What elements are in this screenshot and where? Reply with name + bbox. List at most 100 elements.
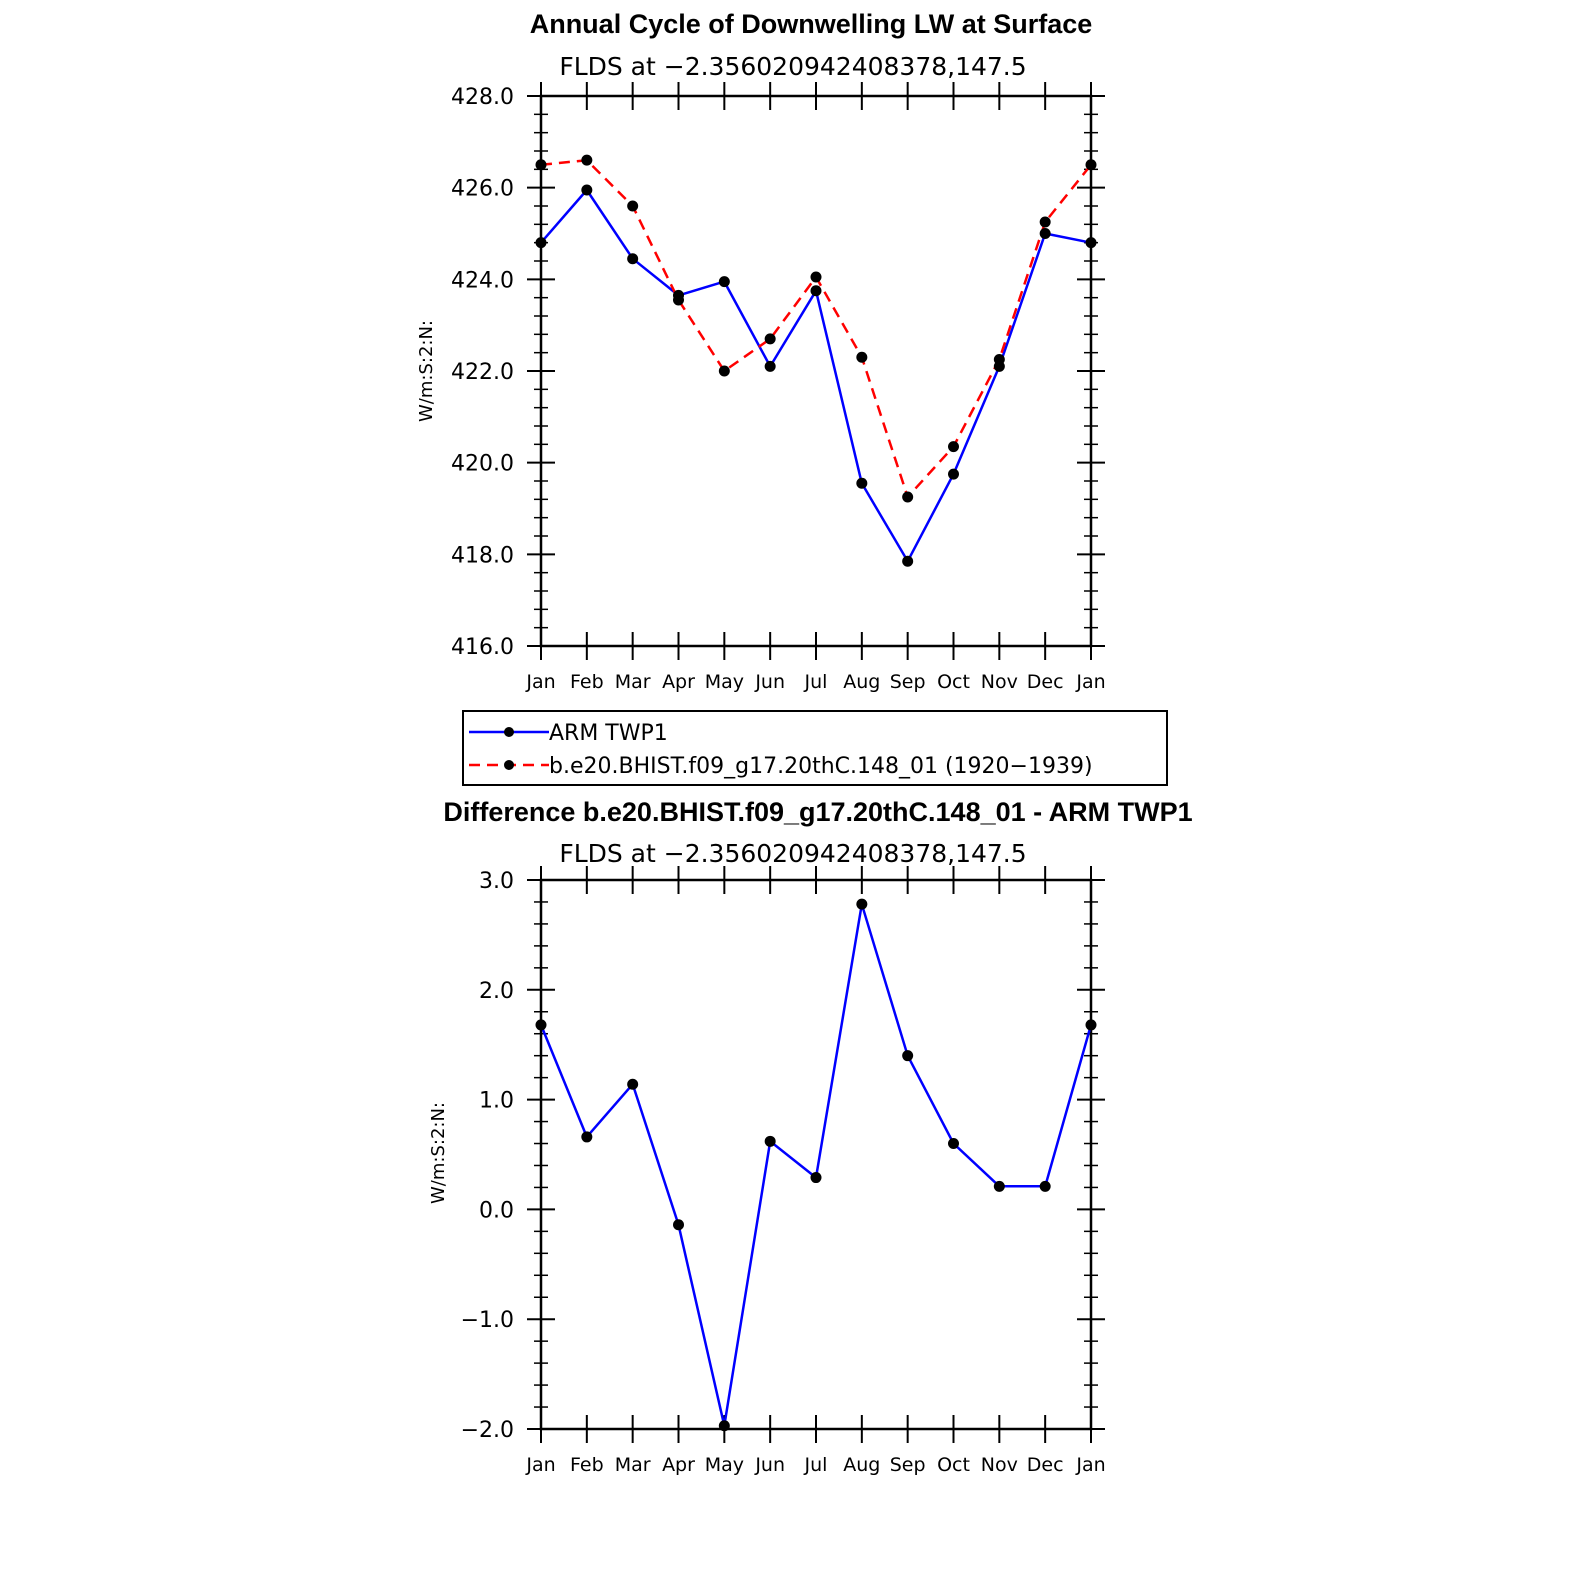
x-tick-label: Jan	[525, 671, 555, 693]
data-point	[535, 159, 547, 171]
legend-marker-arm	[504, 727, 514, 737]
data-point	[673, 1219, 684, 1231]
series-line	[539, 902, 1093, 1427]
y-tick-label: 1.0	[479, 1089, 514, 1114]
x-tick-label: Jan	[525, 1454, 555, 1476]
x-tick-label: Feb	[570, 671, 604, 693]
x-tick-label: Mar	[615, 671, 651, 693]
legend-entry-model: b.e20.BHIST.f09_g17.20thC.148_01 (1920−1…	[469, 754, 1093, 779]
x-tick-label: Nov	[981, 1454, 1018, 1476]
y-tick-label: 3.0	[479, 869, 514, 894]
data-point	[764, 360, 776, 372]
x-tick-label: May	[705, 671, 744, 693]
series-line	[540, 158, 1092, 499]
data-point	[535, 237, 547, 249]
plot-frame	[539, 94, 1093, 648]
legend-label-arm: ARM TWP1	[549, 721, 668, 746]
x-tick-label: Dec	[1027, 671, 1064, 693]
x-tick-label: Sep	[890, 1454, 926, 1476]
chart-title: Difference b.e20.BHIST.f09_g17.20thC.148…	[443, 797, 1192, 827]
chart-subtitle: FLDS at −2.356020942408378,147.5	[559, 839, 1026, 868]
data-point	[718, 365, 730, 377]
legend-entry-arm: ARM TWP1	[469, 721, 668, 746]
x-tick-label: Dec	[1027, 1454, 1064, 1476]
data-point	[993, 1180, 1005, 1192]
x-tick-label: Aug	[843, 1454, 880, 1476]
x-tick-label: Nov	[981, 671, 1018, 693]
legend-label-model: b.e20.BHIST.f09_g17.20thC.148_01 (1920−1…	[549, 754, 1093, 779]
x-tick-label: Oct	[937, 1454, 970, 1476]
data-point	[993, 354, 1005, 366]
plot-frame	[539, 878, 1093, 1431]
chart-title: Annual Cycle of Downwelling LW at Surfac…	[530, 9, 1093, 39]
y-tick-label: −2.0	[461, 1418, 514, 1443]
legend-marker-model	[504, 760, 514, 770]
data-point	[581, 184, 593, 196]
legend: ARM TWP1 b.e20.BHIST.f09_g17.20thC.148_0…	[462, 710, 1168, 786]
data-point	[902, 1050, 914, 1062]
y-tick-label: 2.0	[479, 979, 514, 1004]
data-point	[810, 1172, 822, 1184]
x-tick-label: Jan	[1075, 671, 1105, 693]
difference-chart: Difference b.e20.BHIST.f09_g17.20thC.148…	[428, 797, 1193, 1476]
data-point	[948, 468, 959, 480]
data-point	[856, 898, 868, 910]
y-axis-label: W/m:S:2:N:	[416, 320, 437, 422]
data-point	[810, 285, 822, 297]
data-point	[535, 1019, 547, 1031]
y-axis-label: W/m:S:2:N:	[428, 1102, 449, 1204]
plot-area: 416.0 418.0 420.0 422.0 424.0 426.0 428.0 Jan Fe…	[451, 82, 1106, 693]
data-point	[627, 200, 639, 212]
data-point	[718, 276, 730, 288]
data-point	[948, 1138, 959, 1150]
data-point	[1039, 216, 1051, 228]
plot-area: −2.0 −1.0 0.0 1.0 2.0 3.0 Jan Feb Mar Apr May Jun Ju…	[461, 866, 1106, 1476]
y-tick-label: 428.0	[451, 85, 514, 110]
data-point	[810, 271, 822, 283]
x-tick-label: Jun	[754, 1454, 785, 1476]
data-point	[581, 154, 593, 166]
data-point	[1085, 1019, 1097, 1031]
data-point	[1085, 237, 1097, 249]
x-tick-label: Jul	[804, 1454, 828, 1476]
y-tick-label: 416.0	[451, 635, 514, 660]
data-point	[627, 1078, 639, 1090]
data-point	[1039, 228, 1051, 239]
data-point	[856, 477, 868, 489]
data-point	[581, 1131, 593, 1143]
data-point	[673, 294, 684, 306]
x-tick-label: Sep	[890, 671, 926, 693]
data-point	[764, 333, 776, 345]
data-point	[948, 441, 959, 453]
y-tick-label: 424.0	[451, 268, 514, 293]
data-point	[764, 1135, 776, 1147]
x-tick-label: Mar	[615, 1454, 651, 1476]
data-point	[1039, 1180, 1051, 1192]
data-point	[627, 253, 639, 265]
data-point	[856, 351, 868, 363]
x-tick-label: Jun	[754, 671, 785, 693]
chart-subtitle: FLDS at −2.356020942408378,147.5	[559, 52, 1026, 81]
y-tick-label: −1.0	[461, 1308, 514, 1333]
x-tick-label: Aug	[843, 671, 880, 693]
y-tick-label: 0.0	[479, 1198, 514, 1223]
x-tick-label: Apr	[662, 671, 695, 693]
data-point	[718, 1420, 730, 1432]
x-tick-label: Jul	[804, 671, 828, 693]
legend-box	[462, 710, 1168, 786]
y-tick-label: 426.0	[451, 177, 514, 202]
x-tick-label: Oct	[937, 671, 970, 693]
y-tick-label: 420.0	[451, 452, 514, 477]
data-point	[902, 555, 914, 567]
data-point	[1085, 159, 1097, 171]
x-tick-label: Feb	[570, 1454, 604, 1476]
series-line	[540, 188, 1092, 563]
annual-cycle-chart: Annual Cycle of Downwelling LW at Surfac…	[416, 9, 1106, 693]
y-tick-label: 418.0	[451, 543, 514, 568]
x-tick-label: May	[705, 1454, 744, 1476]
data-point	[902, 491, 914, 503]
x-tick-label: Jan	[1075, 1454, 1105, 1476]
y-tick-label: 422.0	[451, 360, 514, 385]
x-tick-label: Apr	[662, 1454, 695, 1476]
